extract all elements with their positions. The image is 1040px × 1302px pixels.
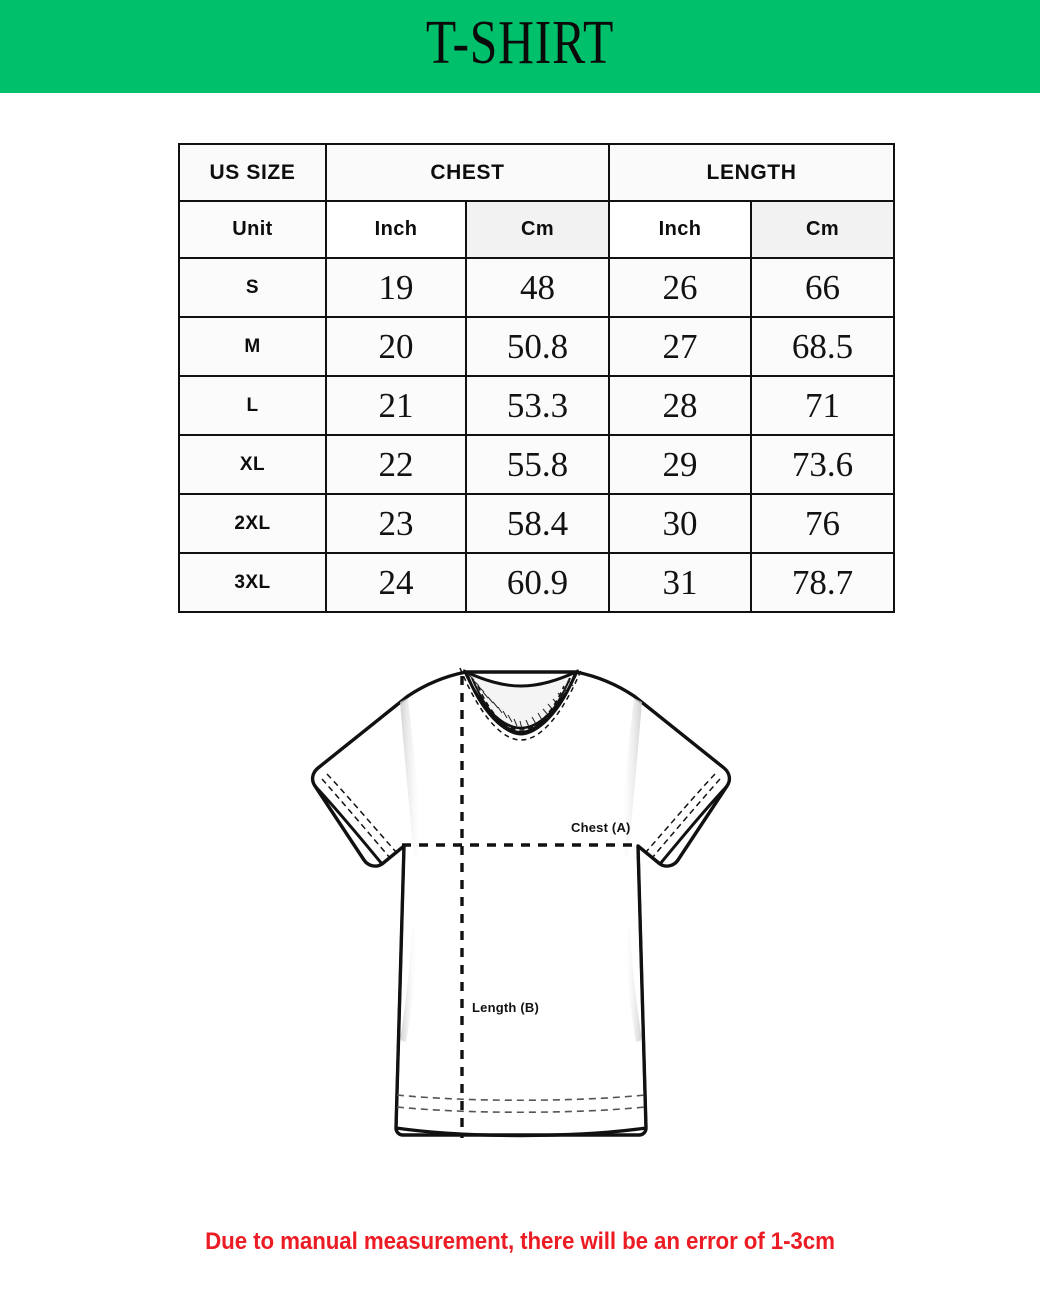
cell-chest-inch: 22 [325,434,467,495]
cell-length-inch: 27 [608,316,752,377]
shirt-body-outline [310,670,732,1137]
cell-length-inch: 28 [608,375,752,436]
cell-chest-inch: 20 [325,316,467,377]
cell-chest-cm: 48 [465,257,610,318]
chest-measure-label: Chest (A) [571,820,631,835]
cell-chest-inch: 24 [325,552,467,613]
cell-size: 2XL [178,493,327,554]
table-row: 3XL 24 60.9 31 78.7 [178,552,895,613]
header-length: LENGTH [608,143,895,202]
bottom-hem [395,1094,647,1138]
header-chest-cm: Cm [465,200,610,259]
cell-chest-cm: 58.4 [465,493,610,554]
cell-chest-cm: 53.3 [465,375,610,436]
cell-length-inch: 29 [608,434,752,495]
cell-length-cm: 66 [750,257,895,318]
header-banner: T-SHIRT [0,0,1040,93]
header-length-cm: Cm [750,200,895,259]
cell-chest-inch: 23 [325,493,467,554]
table-unit-header-row: Unit Inch Cm Inch Cm [178,200,895,259]
measurement-disclaimer: Due to manual measurement, there will be… [205,1228,835,1255]
tshirt-diagram: Chest (A) Length (B) [0,640,1040,1200]
table-row: XL 22 55.8 29 73.6 [178,434,895,495]
size-chart-table: US SIZE CHEST LENGTH Unit Inch Cm Inch C… [178,143,895,613]
fabric-shading-left [400,698,422,856]
table-row: L 21 53.3 28 71 [178,375,895,436]
cell-size: XL [178,434,327,495]
sleeve-hem-left [313,773,397,865]
cell-size: 3XL [178,552,327,613]
cell-chest-cm: 50.8 [465,316,610,377]
header-chest: CHEST [325,143,610,202]
size-chart-table-wrapper: US SIZE CHEST LENGTH Unit Inch Cm Inch C… [178,143,895,613]
cell-chest-inch: 21 [325,375,467,436]
fabric-shading-right-lower [624,928,642,1042]
header-us-size: US SIZE [178,143,327,202]
cell-length-inch: 30 [608,493,752,554]
cell-length-cm: 73.6 [750,434,895,495]
cell-chest-inch: 19 [325,257,467,318]
length-measure-label: Length (B) [472,1000,539,1015]
page-title: T-SHIRT [425,9,615,77]
cell-size: S [178,257,327,318]
cell-chest-cm: 60.9 [465,552,610,613]
header-length-inch: Inch [608,200,752,259]
table-row: 2XL 23 58.4 30 76 [178,493,895,554]
header-unit: Unit [178,200,327,259]
collar-rib [459,667,583,741]
cell-size: L [178,375,327,436]
table-row: M 20 50.8 27 68.5 [178,316,895,377]
header-chest-inch: Inch [325,200,467,259]
tshirt-illustration [310,667,732,1138]
cell-length-cm: 78.7 [750,552,895,613]
cell-length-cm: 68.5 [750,316,895,377]
cell-chest-cm: 55.8 [465,434,610,495]
table-row: S 19 48 26 66 [178,257,895,318]
sleeve-hem-right [645,773,729,865]
fabric-shading-left-lower [400,928,418,1042]
table-group-header-row: US SIZE CHEST LENGTH [178,143,895,202]
cell-length-cm: 71 [750,375,895,436]
cell-length-inch: 31 [608,552,752,613]
cell-length-inch: 26 [608,257,752,318]
cell-length-cm: 76 [750,493,895,554]
fabric-shading-right [620,698,642,856]
cell-size: M [178,316,327,377]
